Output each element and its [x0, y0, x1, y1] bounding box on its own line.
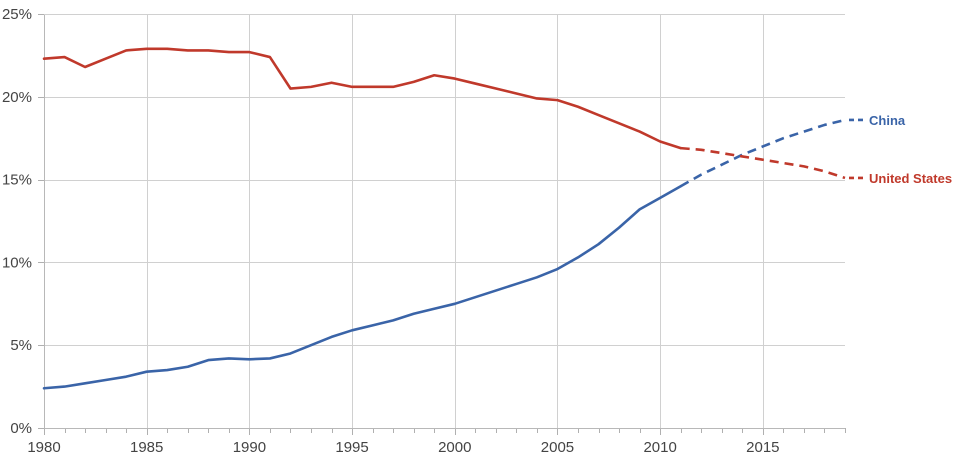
axis-ticks	[38, 14, 846, 435]
y-axis-tick-label: 20%	[2, 89, 32, 106]
x-axis-tick-label: 2015	[746, 439, 779, 455]
y-axis-tick-label: 0%	[10, 420, 32, 437]
y-axis-tick-label: 25%	[2, 6, 32, 23]
x-axis-tick-label: 2000	[438, 439, 471, 455]
axis-lines	[44, 14, 845, 429]
x-axis-tick-label: 1985	[130, 439, 163, 455]
x-axis-tick-labels: 1980 1985 1990 1995 2000 2005 2010 2015	[27, 439, 779, 455]
x-axis-tick-label: 1990	[233, 439, 266, 455]
data-series	[42, 47, 846, 390]
legend-label-united-states: United States	[869, 171, 952, 186]
legend-label-china: China	[869, 113, 906, 128]
x-axis-tick-label: 1980	[27, 439, 60, 455]
y-axis-tick-label: 10%	[2, 254, 32, 271]
y-axis-tick-label: 5%	[10, 337, 32, 354]
x-axis-tick-label: 2010	[643, 439, 676, 455]
x-axis-tick-label: 1995	[335, 439, 368, 455]
series-projection-line-china	[680, 118, 846, 188]
series-legend: China United States	[849, 113, 952, 186]
series-line-united-states	[42, 47, 682, 150]
y-axis-tick-label: 15%	[2, 172, 32, 189]
series-line-china	[42, 184, 682, 390]
series-projection-line-united-states	[680, 146, 846, 180]
y-axis-tick-labels: 0% 5% 10% 15% 20% 25%	[2, 6, 32, 437]
x-axis-tick-label: 2005	[541, 439, 574, 455]
